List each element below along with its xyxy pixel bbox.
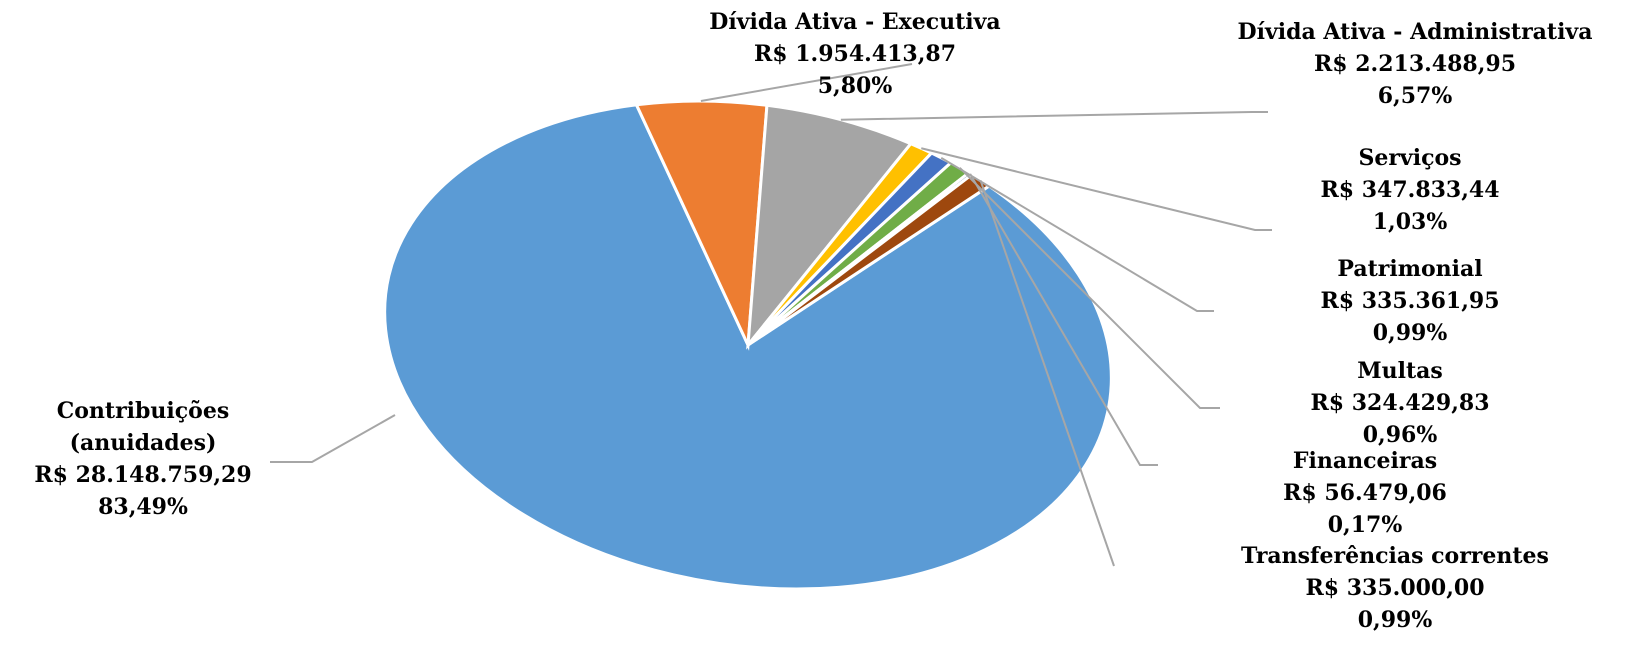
- label-value: R$ 28.148.759,29: [34, 462, 252, 488]
- label-value: R$ 324.429,83: [1310, 390, 1490, 416]
- leader-line: [270, 414, 396, 463]
- label-name: Serviços: [1358, 145, 1462, 171]
- label-name: Contribuições: [56, 398, 230, 424]
- label-servicos: Serviços R$ 347.833,44 1,03%: [1290, 142, 1530, 238]
- leader-line: [979, 180, 1115, 567]
- leader-line: [940, 156, 1214, 312]
- label-value: R$ 335.000,00: [1305, 575, 1485, 601]
- label-value: R$ 2.213.488,95: [1314, 51, 1516, 77]
- label-value: R$ 347.833,44: [1320, 177, 1500, 203]
- label-divida-executiva: Dívida Ativa - Executiva R$ 1.954.413,87…: [655, 6, 1055, 102]
- label-percent: 0,99%: [1357, 607, 1433, 633]
- label-percent: 1,03%: [1372, 209, 1448, 235]
- label-name: Financeiras: [1292, 448, 1438, 474]
- pie-slices: [383, 99, 1113, 591]
- leader-line: [840, 111, 1268, 121]
- leader-line: [959, 167, 1220, 409]
- label-percent: 0,17%: [1327, 512, 1403, 538]
- leader-line: [969, 173, 1158, 466]
- label-divida-administrativa: Dívida Ativa - Administrativa R$ 2.213.4…: [1185, 16, 1645, 112]
- label-value: R$ 56.479,06: [1283, 480, 1447, 506]
- leader-line: [921, 147, 1272, 231]
- leader-lines: [270, 63, 1272, 567]
- label-value: R$ 1.954.413,87: [754, 41, 956, 67]
- label-percent: 0,96%: [1362, 422, 1438, 448]
- label-percent: 0,99%: [1372, 320, 1448, 346]
- label-name: Dívida Ativa - Executiva: [709, 9, 1001, 35]
- leader-line: [700, 63, 913, 102]
- label-name: Transferências correntes: [1241, 543, 1549, 569]
- label-name: Multas: [1357, 358, 1443, 384]
- label-percent: 5,80%: [817, 73, 893, 99]
- label-name-line2: (anuidades): [69, 430, 217, 456]
- label-name: Dívida Ativa - Administrativa: [1237, 19, 1593, 45]
- label-multas: Multas R$ 324.429,83 0,96%: [1280, 355, 1520, 451]
- label-percent: 6,57%: [1377, 83, 1453, 109]
- label-value: R$ 335.361,95: [1320, 288, 1500, 314]
- label-name: Patrimonial: [1337, 256, 1483, 282]
- label-percent: 83,49%: [98, 494, 188, 520]
- label-contribuicoes: Contribuições (anuidades) R$ 28.148.759,…: [8, 395, 278, 523]
- label-transferencias: Transferências correntes R$ 335.000,00 0…: [1185, 540, 1605, 636]
- label-financeiras: Financeiras R$ 56.479,06 0,17%: [1245, 445, 1485, 541]
- label-patrimonial: Patrimonial R$ 335.361,95 0,99%: [1290, 253, 1530, 349]
